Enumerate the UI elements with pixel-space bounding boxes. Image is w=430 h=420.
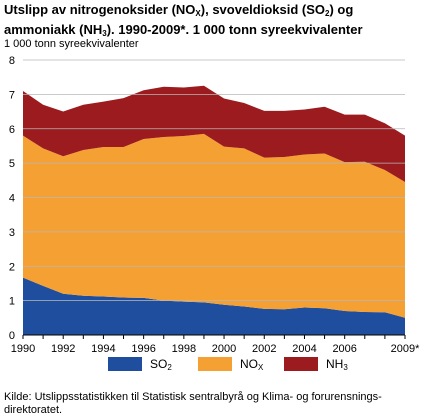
- stacked-area-chart: 0 1 2 3 4 5 6 7 8 1990 1992 1994 1996 1998 2000 2002 200…: [9, 55, 420, 355]
- x-tick-label: 2002: [252, 343, 276, 355]
- area-so2: [23, 277, 405, 335]
- y-tick-label: 4: [9, 193, 15, 205]
- legend-label-so2: SO2: [150, 357, 172, 372]
- x-tick-label: 2000: [212, 343, 236, 355]
- x-tick-label: 2006: [332, 343, 356, 355]
- y-tick-label: 7: [9, 89, 15, 101]
- chart-legend: SO2 NOX NH3: [0, 357, 430, 377]
- x-tick-label: 2009*: [391, 343, 420, 355]
- y-tick-label: 3: [9, 227, 15, 239]
- x-tick-label: 1996: [131, 343, 155, 355]
- y-tick-label: 2: [9, 261, 15, 273]
- y-tick-label: 6: [9, 124, 15, 136]
- y-axis-label: 1 000 tonn syreekvivalenter: [4, 38, 139, 50]
- area-nh3: [23, 85, 405, 183]
- y-tick-label: 1: [9, 296, 15, 308]
- x-tick-label: 1994: [91, 343, 115, 355]
- y-tick-label: 0: [9, 330, 15, 342]
- source-note: Kilde: Utslippsstatistikken til Statisti…: [4, 391, 382, 416]
- chart-title: Utslipp av nitrogenoksider (NOX), svovel…: [4, 2, 424, 42]
- legend-label-nh3: NH3: [326, 357, 348, 372]
- legend-swatch-nox: [198, 357, 232, 371]
- area-nox: [23, 133, 405, 318]
- title-line-1: Utslipp av nitrogenoksider (NOX), svovel…: [4, 2, 354, 18]
- legend-swatch-so2: [108, 357, 142, 371]
- title-line-2: ammoniakk (NH3). 1990-2009*. 1 000 tonn …: [4, 22, 363, 38]
- y-tick-label: 8: [9, 55, 15, 67]
- x-tick-label: 1992: [51, 343, 75, 355]
- y-tick-label: 5: [9, 158, 15, 170]
- legend-swatch-nh3: [284, 357, 318, 371]
- x-tick-label: 1998: [172, 343, 196, 355]
- legend-label-nox: NOX: [240, 357, 264, 372]
- x-tick-label: 1990: [11, 343, 35, 355]
- x-tick-label: 2004: [292, 343, 316, 355]
